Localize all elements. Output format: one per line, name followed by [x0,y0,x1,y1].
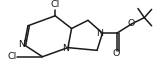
Text: Cl: Cl [8,52,17,61]
Text: N: N [62,44,69,53]
Text: O: O [127,19,134,28]
Text: N: N [18,40,25,49]
Text: N: N [96,29,103,38]
Text: Cl: Cl [51,0,60,9]
Text: O: O [112,50,120,58]
